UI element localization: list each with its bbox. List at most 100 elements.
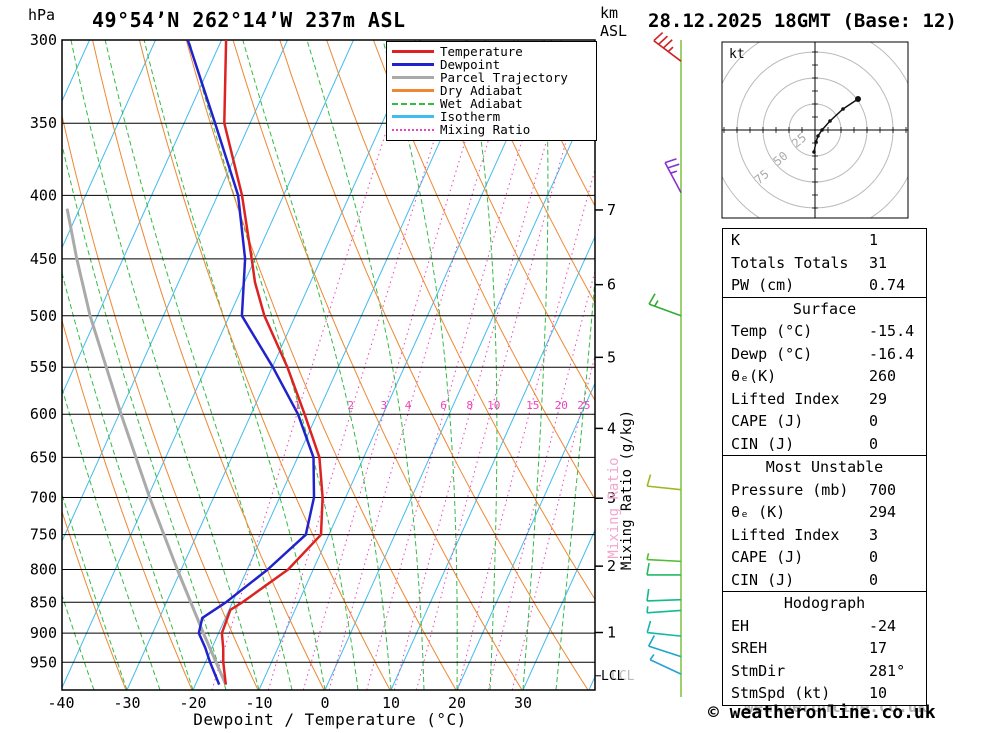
svg-text:750: 750 bbox=[30, 526, 57, 544]
wind-barb bbox=[647, 635, 682, 658]
svg-text:15: 15 bbox=[526, 399, 539, 412]
svg-text:800: 800 bbox=[30, 561, 57, 579]
svg-text:950: 950 bbox=[30, 653, 57, 671]
svg-text:500: 500 bbox=[30, 307, 57, 325]
wind-barb bbox=[664, 158, 682, 193]
stat-row: θₑ (K) 294 bbox=[723, 501, 926, 524]
svg-text:350: 350 bbox=[30, 114, 57, 132]
wind-barb bbox=[649, 653, 682, 675]
wind-barb bbox=[653, 31, 682, 62]
hodograph-frame bbox=[721, 41, 909, 219]
mixing-ratio-value-labels: 1 2 3 4 6 8 10 15 20 25 bbox=[294, 399, 591, 412]
stat-label: Lifted Index bbox=[731, 525, 840, 544]
stat-value: 31 bbox=[869, 253, 888, 272]
svg-text:600: 600 bbox=[30, 405, 57, 423]
stat-value: 260 bbox=[869, 367, 897, 385]
stat-label: StmSpd (kt) bbox=[731, 684, 831, 702]
datetime-title: 28.12.2025 18GMT (Base: 12) bbox=[648, 10, 957, 32]
wind-barb bbox=[648, 293, 682, 317]
series-parcel-trajectory bbox=[65, 208, 228, 686]
wind-barb bbox=[646, 474, 682, 491]
stat-label: PW (cm) bbox=[731, 276, 795, 294]
stat-label: CIN (J) bbox=[731, 570, 795, 589]
hodograph-unit-label: kt bbox=[729, 47, 745, 62]
svg-text:450: 450 bbox=[30, 250, 57, 268]
svg-text:7: 7 bbox=[607, 201, 616, 219]
svg-text:2: 2 bbox=[347, 399, 354, 412]
svg-text:5: 5 bbox=[607, 348, 616, 366]
stat-row: StmDir 281° bbox=[723, 660, 926, 683]
wind-barb bbox=[646, 562, 681, 576]
x-axis-label: Dewpoint / Temperature (°C) bbox=[193, 710, 467, 729]
legend-item-temperature: Temperature bbox=[392, 44, 596, 59]
legend-label: Mixing Ratio bbox=[440, 122, 531, 137]
svg-text:-20: -20 bbox=[179, 694, 206, 712]
stat-value: -16.4 bbox=[869, 344, 915, 363]
stat-row: Dewp (°C) -16.4 bbox=[723, 343, 926, 366]
svg-text:-30: -30 bbox=[113, 694, 140, 712]
stats-section-hodograph: Hodograph EH -24 SREH 17 StmDir 281° StmSpd… bbox=[722, 591, 927, 706]
svg-text:25: 25 bbox=[577, 399, 590, 412]
stat-row: Lifted Index 3 bbox=[723, 524, 926, 547]
stat-value: -15.4 bbox=[869, 322, 915, 340]
stat-label: Pressure (mb) bbox=[731, 480, 849, 499]
svg-text:8: 8 bbox=[466, 399, 473, 412]
legend-item-dry-adiabat: Dry Adiabat bbox=[392, 83, 596, 98]
pressure-gridlines bbox=[61, 39, 596, 691]
svg-text:3: 3 bbox=[380, 399, 387, 412]
stat-label: θₑ (K) bbox=[731, 503, 786, 521]
legend-label: Dewpoint bbox=[440, 57, 501, 72]
svg-text:25: 25 bbox=[789, 130, 809, 150]
wet-adiabat-line-sample bbox=[392, 102, 434, 105]
parcel-line-sample bbox=[392, 76, 434, 79]
dewpoint-line-sample bbox=[392, 63, 434, 66]
stat-value: 0 bbox=[869, 434, 879, 453]
altitude-axis-unit-asl: ASL bbox=[600, 22, 628, 40]
stat-value: 0.74 bbox=[869, 276, 906, 294]
svg-text:700: 700 bbox=[30, 488, 57, 506]
copyright-text: © weatheronline.co.uk bbox=[708, 702, 936, 723]
altitude-axis-unit-km: km bbox=[600, 4, 619, 22]
svg-text:4: 4 bbox=[607, 419, 616, 437]
stat-value: 700 bbox=[869, 480, 897, 499]
stat-row: CAPE (J) 0 bbox=[723, 410, 926, 433]
legend-label: Wet Adiabat bbox=[440, 96, 523, 111]
svg-text:0: 0 bbox=[320, 694, 329, 712]
stat-row: StmSpd (kt) 10 bbox=[723, 682, 926, 705]
hodograph-trace bbox=[813, 98, 859, 153]
legend-item-dewpoint: Dewpoint bbox=[392, 57, 596, 72]
section-title: Surface bbox=[792, 299, 857, 318]
svg-text:900: 900 bbox=[30, 624, 57, 642]
wind-barb-column bbox=[646, 31, 682, 697]
svg-text:50: 50 bbox=[770, 149, 790, 169]
stat-row: θₑ(K) 260 bbox=[723, 365, 926, 388]
stat-value: 0 bbox=[869, 548, 879, 566]
mixing-ratio-line-sample bbox=[392, 128, 434, 131]
stat-label: SREH bbox=[731, 639, 768, 657]
svg-text:20: 20 bbox=[555, 399, 568, 412]
stat-row: EH -24 bbox=[723, 615, 926, 638]
svg-text:650: 650 bbox=[30, 448, 57, 466]
stat-label: CAPE (J) bbox=[731, 548, 804, 566]
stat-value: 1 bbox=[869, 231, 879, 249]
pressure-axis-unit: hPa bbox=[28, 6, 56, 24]
stat-label: θₑ(K) bbox=[731, 367, 777, 385]
svg-text:10: 10 bbox=[382, 694, 400, 712]
stat-value: -24 bbox=[869, 616, 897, 635]
stat-value: 10 bbox=[869, 684, 888, 702]
svg-text:-10: -10 bbox=[245, 694, 272, 712]
stat-value: 29 bbox=[869, 389, 888, 408]
wind-barb bbox=[646, 606, 682, 614]
stat-row: CIN (J) 0 bbox=[723, 569, 926, 592]
svg-text:LCL: LCL bbox=[611, 669, 635, 684]
svg-text:850: 850 bbox=[30, 593, 57, 611]
stat-value: 0 bbox=[869, 570, 879, 589]
isotherm-line-sample bbox=[392, 115, 434, 118]
legend-item-wet-adiabat: Wet Adiabat bbox=[392, 96, 596, 111]
stat-label: StmDir bbox=[731, 661, 786, 680]
section-title: Hodograph bbox=[783, 594, 866, 612]
